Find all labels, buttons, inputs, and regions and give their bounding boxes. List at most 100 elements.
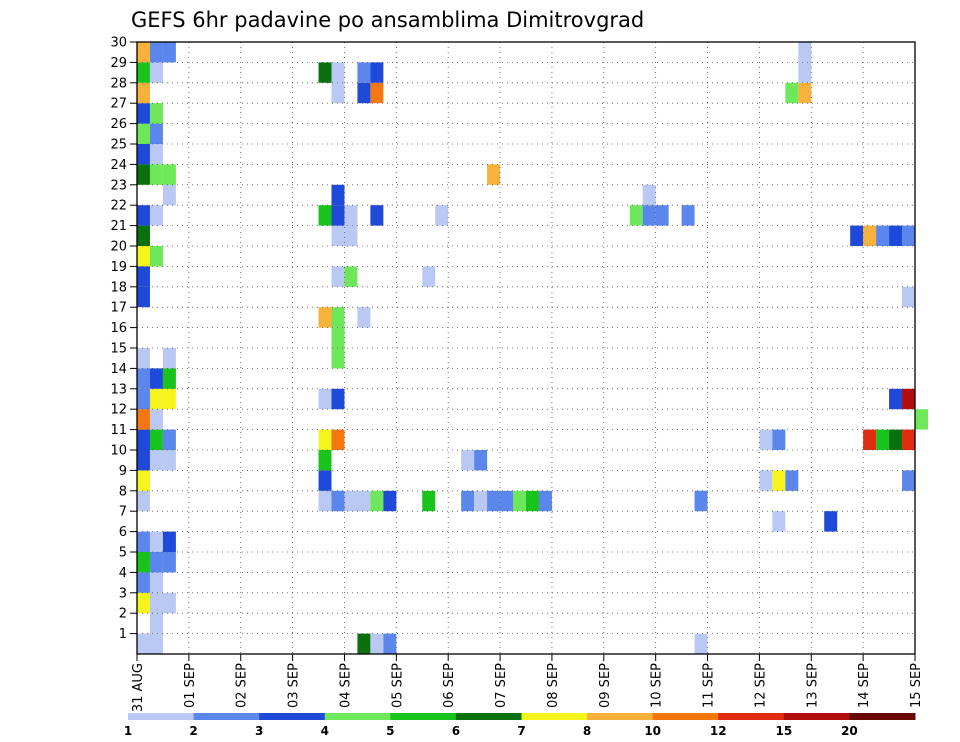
precip-cell (370, 633, 384, 654)
x-tick-label: 15 SEP (909, 663, 924, 708)
precip-cell (149, 592, 163, 614)
y-tick-label: 2 (119, 607, 127, 622)
precip-cell (149, 103, 163, 124)
precip-cell (149, 429, 163, 450)
precip-cell (694, 490, 708, 512)
colorbar-swatch (521, 713, 588, 720)
colorbar-swatch (849, 713, 916, 720)
precipitation-cells (137, 42, 928, 654)
precip-cell (461, 490, 475, 512)
colorbar-label: 4 (321, 724, 329, 738)
colorbar-label: 5 (386, 724, 394, 738)
precip-cell (137, 205, 150, 226)
y-tick-label: 11 (110, 423, 127, 438)
gridlines (137, 41, 915, 654)
precip-cell (902, 470, 915, 491)
precip-cell (162, 552, 176, 573)
x-tick-label: 06 SEP (442, 663, 457, 708)
y-tick-label: 18 (110, 280, 127, 295)
precip-cell (149, 552, 163, 573)
precip-cell (759, 470, 773, 491)
precip-cell (331, 225, 345, 246)
y-tick-label: 17 (110, 301, 127, 316)
precip-cell (149, 246, 163, 267)
precip-cell (331, 307, 345, 328)
precip-cell (694, 633, 708, 654)
precip-cell (162, 388, 176, 410)
colorbar-label: 15 (775, 724, 792, 738)
precip-cell (318, 490, 332, 512)
y-tick-label: 8 (119, 484, 127, 499)
precip-cell (798, 42, 812, 63)
precip-cell (162, 348, 176, 369)
precip-cell (500, 490, 514, 512)
x-tick-label: 14 SEP (857, 663, 872, 708)
precip-cell (435, 205, 449, 226)
precip-cell (538, 490, 552, 512)
y-tick-label: 3 (119, 586, 127, 601)
precip-cell (357, 490, 371, 512)
colorbar-swatch (259, 713, 326, 720)
precip-cell (318, 62, 332, 83)
plot-frame (136, 41, 916, 655)
y-tick-label: 9 (119, 464, 127, 479)
y-tick-label: 16 (110, 321, 127, 336)
precip-cell (642, 205, 656, 226)
precip-cell (137, 531, 150, 552)
precip-cell (149, 164, 163, 185)
precip-cell (357, 82, 371, 104)
precip-cell (137, 633, 150, 654)
precip-cell (137, 42, 150, 63)
colorbar-label: 2 (189, 724, 197, 738)
precip-cell (344, 225, 358, 246)
precip-cell (137, 348, 150, 369)
precip-cell (902, 225, 915, 246)
precip-cell (331, 490, 345, 512)
colorbar-label: 8 (583, 724, 591, 738)
precip-cell (162, 592, 176, 614)
y-tick-label: 12 (110, 403, 127, 418)
precip-cell (370, 82, 384, 104)
precip-cell (137, 286, 150, 308)
precip-cell (889, 388, 903, 410)
precip-cell (474, 450, 488, 471)
colorbar-label: 10 (644, 724, 661, 738)
x-tick-label: 07 SEP (494, 663, 509, 708)
precip-cell (149, 42, 163, 63)
precip-cell (318, 429, 332, 450)
precip-cell (137, 246, 150, 267)
precip-cell (137, 450, 150, 471)
precip-cell (318, 388, 332, 410)
colorbar-label: 1 (124, 724, 132, 738)
precip-cell (344, 490, 358, 512)
colorbar-swatch (324, 713, 391, 720)
y-tick-label: 14 (110, 362, 127, 377)
precip-cell (785, 470, 799, 491)
y-tick-label: 27 (110, 97, 127, 112)
precip-cell (137, 552, 150, 573)
precip-cell (162, 164, 176, 185)
precip-cell (357, 307, 371, 328)
precip-cell (370, 205, 384, 226)
colorbar-swatch (718, 713, 785, 720)
x-tick-label: 02 SEP (235, 663, 250, 708)
y-tick-label: 21 (110, 219, 127, 234)
y-tick-label: 1 (119, 627, 127, 642)
precip-cell (487, 490, 501, 512)
precip-cell (149, 388, 163, 410)
precip-cell (642, 184, 656, 206)
precip-cell (137, 572, 150, 593)
precip-cell (137, 429, 150, 450)
y-tick-label: 5 (119, 546, 127, 561)
y-axis: 1234567891011121314151617181920212223242… (110, 36, 137, 642)
chart-title: GEFS 6hr padavine po ansamblima Dimitrov… (131, 8, 644, 32)
precip-cell (149, 205, 163, 226)
y-tick-label: 25 (110, 138, 127, 153)
colorbar-swatch (193, 713, 260, 720)
y-tick-label: 19 (110, 260, 127, 275)
precip-cell (759, 429, 773, 450)
precip-cell (137, 470, 150, 491)
colorbar-label: 20 (841, 724, 858, 738)
precip-cell (162, 450, 176, 471)
y-tick-label: 10 (110, 444, 127, 459)
